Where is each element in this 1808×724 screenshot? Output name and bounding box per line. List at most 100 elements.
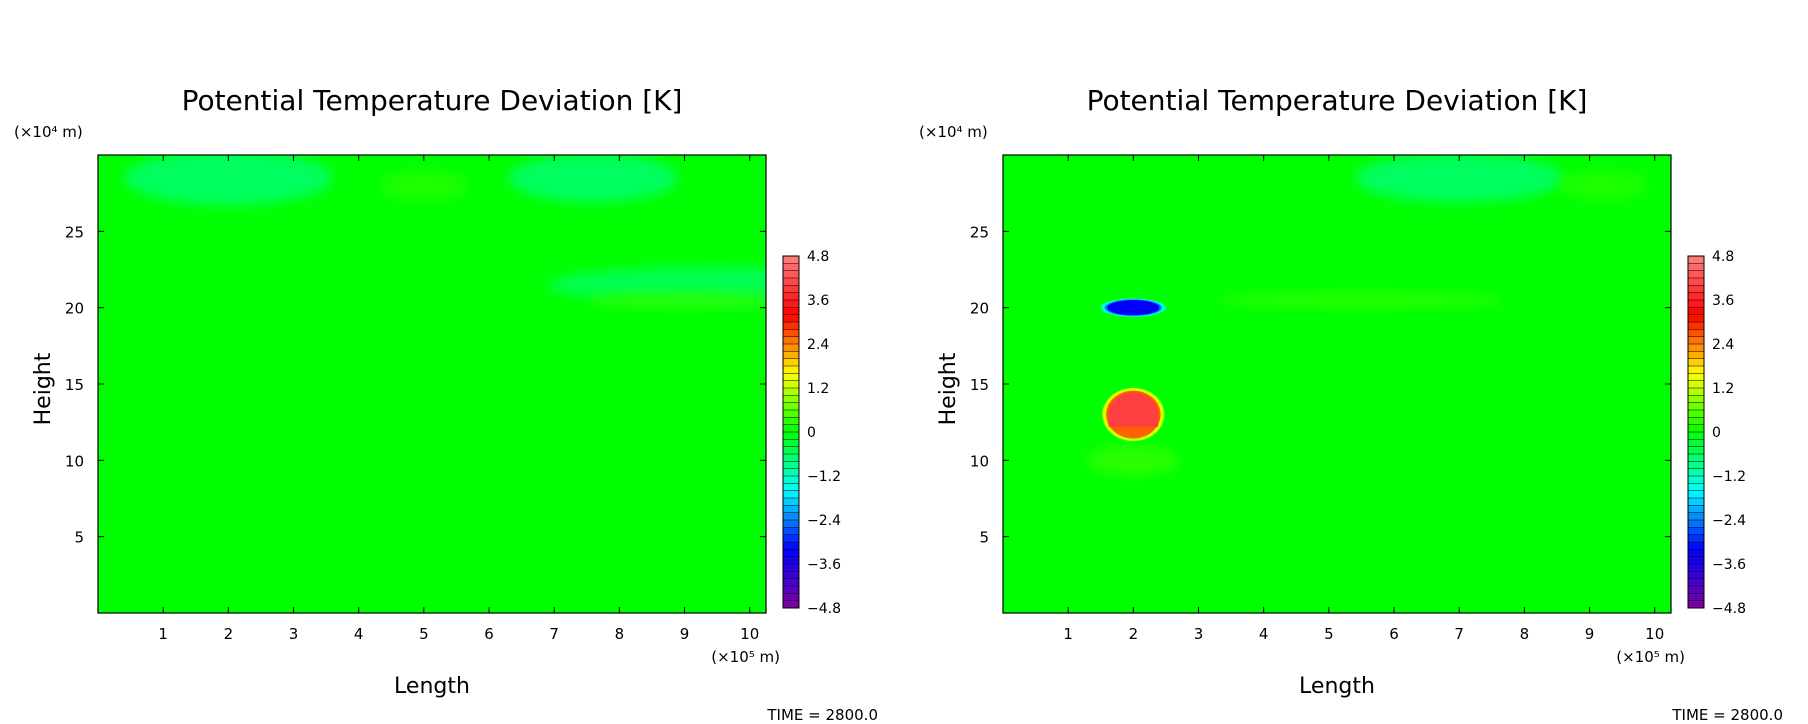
colorbar-tick-label: −2.4 bbox=[807, 513, 841, 529]
colorbar-segment bbox=[1688, 300, 1704, 308]
heatmap-field bbox=[98, 155, 766, 613]
y-tick-label: 10 bbox=[970, 452, 989, 470]
heatmap-background bbox=[98, 155, 766, 613]
x-tick-label: 3 bbox=[1194, 625, 1204, 643]
colorbar-segment bbox=[783, 454, 799, 462]
colorbar-segment bbox=[1688, 263, 1704, 272]
colorbar-segment bbox=[783, 329, 799, 338]
colorbar-segment bbox=[783, 395, 799, 404]
colorbar-segment bbox=[783, 527, 799, 536]
colorbar-segment bbox=[1688, 329, 1704, 338]
y-tick-label: 20 bbox=[970, 300, 989, 318]
x-tick-label: 8 bbox=[1520, 625, 1530, 643]
heatmap-feature bbox=[1107, 300, 1160, 316]
y-tick-label: 5 bbox=[74, 529, 84, 547]
x-unit-label: (×10⁵ m) bbox=[711, 648, 780, 666]
x-tick-label: 6 bbox=[1389, 625, 1399, 643]
colorbar-tick-label: 0 bbox=[1712, 425, 1721, 441]
y-tick-label: 20 bbox=[65, 300, 84, 318]
colorbar-segment bbox=[783, 505, 799, 514]
x-tick-label: 2 bbox=[224, 625, 234, 643]
x-tick-label: 10 bbox=[1645, 625, 1664, 643]
colorbar-tick-label: 1.2 bbox=[1712, 381, 1734, 397]
colorbar-tick-label: 0 bbox=[807, 425, 816, 441]
y-tick-label: 5 bbox=[979, 529, 989, 547]
y-tick-label: 10 bbox=[65, 452, 84, 470]
heatmap-feature bbox=[1108, 392, 1159, 427]
colorbar-segment bbox=[1688, 578, 1704, 587]
colorbar-segment bbox=[783, 586, 799, 594]
x-tick-label: 9 bbox=[1585, 625, 1595, 643]
colorbar-segment bbox=[1688, 336, 1704, 345]
heatmap-feature bbox=[1218, 292, 1505, 308]
colorbar-tick-label: 1.2 bbox=[807, 381, 829, 397]
heatmap-feature bbox=[1087, 445, 1179, 476]
colorbar-tick-label: −1.2 bbox=[807, 469, 841, 485]
colorbar-segment bbox=[783, 512, 799, 521]
colorbar-tick-label: −3.6 bbox=[1712, 557, 1746, 573]
colorbar-segment bbox=[783, 270, 799, 279]
chart-panel-1: Potential Temperature Deviation [K] (×10⁴… bbox=[14, 84, 878, 724]
colorbar-segment bbox=[783, 373, 799, 382]
colorbar-segment bbox=[783, 256, 799, 264]
y-tick-label: 25 bbox=[65, 223, 84, 241]
colorbar-segment bbox=[1688, 556, 1704, 565]
colorbar-segment bbox=[783, 476, 799, 484]
y-tick-label: 15 bbox=[970, 376, 989, 394]
colorbar-segment bbox=[1688, 512, 1704, 521]
colorbar-segment bbox=[783, 593, 799, 602]
colorbar-tick-label: −1.2 bbox=[1712, 469, 1746, 485]
colorbar-segment bbox=[1688, 314, 1704, 323]
colorbar-segment bbox=[783, 402, 799, 411]
colorbar-segment bbox=[783, 292, 799, 301]
chart-title: Potential Temperature Deviation [K] bbox=[182, 84, 683, 117]
colorbar-segment bbox=[783, 380, 799, 389]
colorbar-tick-label: −2.4 bbox=[1712, 513, 1746, 529]
x-tick-label: 10 bbox=[740, 625, 759, 643]
colorbar-segment bbox=[783, 263, 799, 272]
colorbar-segment bbox=[1688, 483, 1704, 492]
colorbar-segment bbox=[1688, 505, 1704, 514]
heatmap-feature bbox=[1354, 155, 1564, 203]
x-axis-label: Length bbox=[394, 674, 470, 699]
heatmap-background bbox=[1003, 155, 1671, 613]
y-axis-label: Height bbox=[31, 352, 56, 425]
colorbar-segment bbox=[1688, 278, 1704, 286]
colorbar-segment bbox=[1688, 476, 1704, 484]
colorbar-segment bbox=[783, 314, 799, 323]
colorbar-segment bbox=[1688, 468, 1704, 477]
colorbar: 4.8 3.6 2.4 1.2 0 −1.2 −2.4 −3.6 −4.8 bbox=[782, 249, 841, 617]
colorbar-segment bbox=[1688, 358, 1704, 367]
x-tick-label: 9 bbox=[680, 625, 690, 643]
colorbar-segment bbox=[783, 564, 799, 572]
colorbar-segment bbox=[1688, 351, 1704, 360]
colorbar-tick-label: −3.6 bbox=[807, 557, 841, 573]
colorbar-segment bbox=[783, 285, 799, 294]
colorbar-tick-label: −4.8 bbox=[807, 601, 841, 617]
colorbar-segment bbox=[783, 358, 799, 367]
colorbar-segment bbox=[783, 600, 799, 609]
colorbar-segment bbox=[783, 578, 799, 587]
colorbar-segment bbox=[1688, 600, 1704, 609]
colorbar-segment bbox=[783, 322, 799, 330]
colorbar-segment bbox=[1688, 373, 1704, 382]
colorbar-segment bbox=[1688, 527, 1704, 536]
colorbar-segment bbox=[783, 417, 799, 426]
colorbar-segment bbox=[1688, 366, 1704, 374]
colorbar-segment bbox=[1688, 410, 1704, 418]
colorbar-segment bbox=[1688, 307, 1704, 316]
colorbar-segment bbox=[1688, 461, 1704, 470]
colorbar-segment bbox=[1688, 395, 1704, 404]
heatmap-feature bbox=[378, 170, 470, 201]
colorbar-segment bbox=[783, 432, 799, 440]
colorbar-segment bbox=[783, 366, 799, 374]
colorbar-segment bbox=[783, 571, 799, 580]
colorbar-segment bbox=[783, 534, 799, 543]
colorbar-segment bbox=[783, 498, 799, 506]
x-tick-label: 5 bbox=[419, 625, 429, 643]
colorbar-segment bbox=[1688, 270, 1704, 279]
colorbar-segment bbox=[783, 388, 799, 396]
colorbar-segment bbox=[783, 556, 799, 565]
colorbar-segment bbox=[1688, 417, 1704, 426]
